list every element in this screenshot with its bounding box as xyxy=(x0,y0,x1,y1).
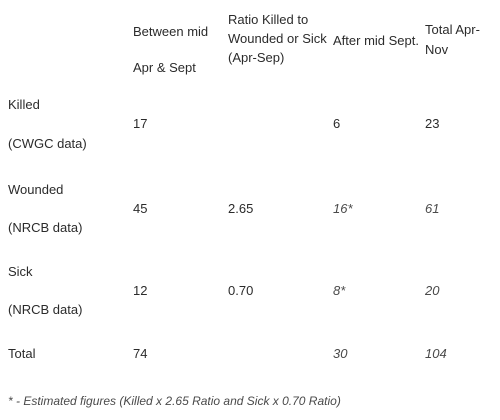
row-label-wounded: Wounded xyxy=(8,182,64,197)
cell-wounded-ratio: 2.65 xyxy=(228,201,254,216)
column-header-after-mid-sept: After mid Sept. xyxy=(333,33,419,48)
cell-wounded-total: 61 xyxy=(425,201,440,216)
row-sublabel-sick: (NRCB data) xyxy=(8,302,83,317)
cell-wounded-between: 45 xyxy=(133,201,148,216)
cell-killed-after: 6 xyxy=(333,116,341,131)
row-sublabel-killed: (CWGC data) xyxy=(8,136,87,151)
column-header-between-mid-apr-sept: Between mid Apr & Sept xyxy=(133,24,209,75)
cell-sick-ratio: 0.70 xyxy=(228,283,254,298)
column-header-total-apr-nov: Total Apr- Nov xyxy=(425,22,480,57)
cell-total-total: 104 xyxy=(425,346,447,361)
row-label-killed: Killed xyxy=(8,97,40,112)
cell-sick-after: 8* xyxy=(333,283,346,298)
cell-total-between: 74 xyxy=(133,346,148,361)
row-sublabel-wounded: (NRCB data) xyxy=(8,220,83,235)
cell-killed-between: 17 xyxy=(133,116,148,131)
row-label-sick: Sick xyxy=(8,264,33,279)
cell-wounded-after: 16* xyxy=(333,201,353,216)
column-header-ratio: Ratio Killed to Wounded or Sick (Apr-Sep… xyxy=(228,12,327,65)
cell-killed-total: 23 xyxy=(425,116,440,131)
cell-sick-between: 12 xyxy=(133,283,148,298)
cell-sick-total: 20 xyxy=(425,283,440,298)
footnote-estimated-figures: * - Estimated figures (Killed x 2.65 Rat… xyxy=(8,394,341,408)
cell-total-after: 30 xyxy=(333,346,348,361)
row-label-total: Total xyxy=(8,346,36,361)
